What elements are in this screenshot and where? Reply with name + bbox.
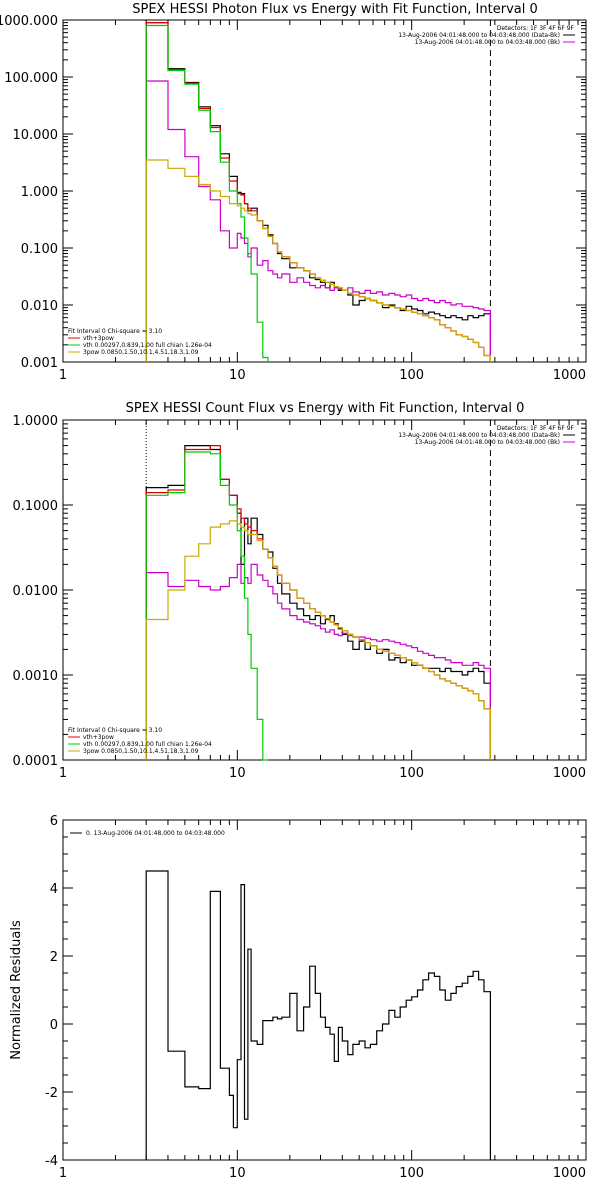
- photon-flux-ticks: 1 10 100 1000 0.001 0.010 0.100 1.000 10.000 100.…: [0, 14, 587, 383]
- residuals-legend: 0. 13-Aug-2006 04:01:48.000 to 04:03:48.…: [70, 830, 225, 837]
- count-flux-x-tick-label: 10: [229, 766, 246, 781]
- photon-flux-legend-3pow: 3pow 0.0850,1.50,10.1,4.51,18.3,1.09: [83, 349, 199, 356]
- residuals-series: [145, 870, 491, 1160]
- photon-flux-detectors-label: Detectors: 1F 3F 4F 6F 9F: [497, 25, 575, 32]
- count-flux-ticks: 1 10 100 1000 0.0001 0.0010 0.0100 0.1000 1.0000: [13, 414, 587, 781]
- count-flux-panel: SPEX HESSI Count Flux vs Energy with Fit…: [13, 401, 587, 781]
- count-flux-y-tick-label: 0.0001: [13, 754, 59, 769]
- residuals-ticks: 1 10 100 1000 -4 -2 0 2 4 6: [45, 814, 587, 1181]
- count-flux-legend-top-right: Detectors: 1F 3F 4F 6F 9F 13-Aug-2006 04…: [398, 425, 575, 446]
- residuals-y-tick-label: 0: [50, 1018, 58, 1033]
- residuals-y-tick-label: 4: [50, 882, 58, 897]
- photon-flux-legend-data-bk: 13-Aug-2006 04:01:48.000 to 04:03:48.000…: [398, 32, 560, 39]
- photon-flux-legend-top-right: Detectors: 1F 3F 4F 6F 9F 13-Aug-2006 04…: [398, 25, 575, 46]
- photon-flux-series-line: [145, 24, 269, 362]
- residuals-y-tick-label: -2: [45, 1086, 58, 1101]
- residuals-x-tick-label: 100: [399, 1166, 424, 1181]
- photon-flux-panel: SPEX HESSI Photon Flux vs Energy with Fi…: [0, 2, 587, 383]
- residuals-y-axis-label: Normalized Residuals: [9, 920, 24, 1060]
- count-flux-x-tick-label: 1000: [553, 766, 586, 781]
- count-flux-fit-header: Fit Interval 0 Chi-square = 3.10: [68, 727, 162, 734]
- count-flux-y-tick-label: 0.0100: [13, 584, 59, 599]
- count-flux-detectors-label: Detectors: 1F 3F 4F 6F 9F: [497, 425, 575, 432]
- photon-flux-legend-vth-3pow: vth+3pow: [83, 335, 114, 342]
- residuals-y-tick-label: 6: [50, 814, 58, 829]
- count-flux-legend-data-bk: 13-Aug-2006 04:01:48.000 to 04:03:48.000…: [398, 432, 560, 439]
- photon-flux-x-tick-label: 1: [59, 368, 67, 383]
- photon-flux-fit-header: Fit Interval 0 Chi-square = 3.10: [68, 328, 162, 335]
- photon-flux-series-line: [145, 159, 491, 362]
- count-flux-series: [145, 445, 491, 761]
- residuals-x-tick-label: 1: [59, 1166, 67, 1181]
- count-flux-legend-vth-3pow: vth+3pow: [83, 734, 114, 741]
- count-flux-legend-bk: 13-Aug-2006 04:01:48.000 to 04:03:48.000…: [415, 439, 560, 446]
- residuals-legend-interval: 0. 13-Aug-2006 04:01:48.000 to 04:03:48.…: [86, 830, 225, 837]
- residuals-y-tick-label: 2: [50, 950, 58, 965]
- count-flux-series-line: [145, 520, 491, 760]
- photon-flux-y-tick-label: 100.000: [4, 71, 58, 86]
- photon-flux-series: [145, 22, 491, 362]
- residuals-series-line: [145, 870, 491, 1160]
- photon-flux-y-tick-label: 1000.000: [0, 14, 58, 29]
- residuals-x-tick-label: 10: [229, 1166, 246, 1181]
- count-flux-x-tick-label: 100: [399, 766, 424, 781]
- count-flux-series-line: [145, 563, 491, 760]
- photon-flux-y-tick-label: 1.000: [21, 185, 58, 200]
- photon-flux-y-tick-label: 0.010: [21, 299, 58, 314]
- photon-flux-x-tick-label: 10: [229, 368, 246, 383]
- photon-flux-x-tick-label: 100: [399, 368, 424, 383]
- residuals-y-tick-label: -4: [45, 1154, 58, 1169]
- photon-flux-legend-bottom-left: Fit Interval 0 Chi-square = 3.10 vth+3po…: [68, 328, 212, 356]
- photon-flux-series-line: [145, 80, 491, 362]
- count-flux-y-tick-label: 0.1000: [13, 499, 59, 514]
- residuals-x-tick-label: 1000: [553, 1166, 586, 1181]
- count-flux-title: SPEX HESSI Count Flux vs Energy with Fit…: [126, 401, 525, 416]
- photon-flux-y-tick-label: 0.100: [21, 242, 58, 257]
- residuals-panel: Normalized Residuals 1 10 100 1000-4-20246 …: [9, 814, 587, 1181]
- count-flux-legend-vth: vth 0.00297,0.839,1.00 full chian 1.26e-…: [83, 741, 212, 748]
- count-flux-series-line: [145, 451, 268, 761]
- count-flux-y-tick-label: 1.0000: [13, 414, 59, 429]
- photon-flux-y-tick-label: 10.000: [13, 128, 59, 143]
- count-flux-legend-bottom-left: Fit Interval 0 Chi-square = 3.10 vth+3po…: [68, 727, 212, 755]
- count-flux-x-tick-label: 1: [59, 766, 67, 781]
- photon-flux-y-tick-label: 0.001: [21, 356, 58, 371]
- photon-flux-x-tick-label: 1000: [553, 368, 586, 383]
- photon-flux-title: SPEX HESSI Photon Flux vs Energy with Fi…: [132, 2, 538, 17]
- photon-flux-legend-vth: vth 0.00297,0.839,1.00 full chian 1.26e-…: [83, 342, 212, 349]
- count-flux-legend-3pow: 3pow 0.0850,1.50,10.1,4.51,18.3,1.09: [83, 748, 199, 755]
- count-flux-y-tick-label: 0.0010: [13, 669, 59, 684]
- photon-flux-legend-bk: 13-Aug-2006 04:01:48.000 to 04:03:48.000…: [415, 39, 560, 46]
